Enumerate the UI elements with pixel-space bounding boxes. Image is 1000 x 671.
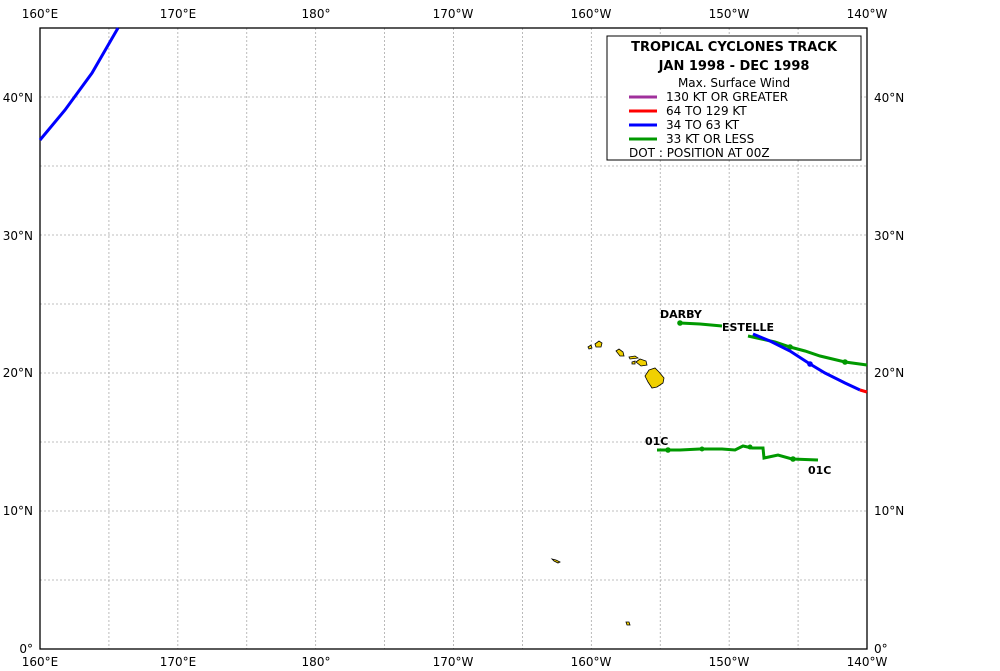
lat-label: 30°N xyxy=(874,229,904,243)
lon-label: 150°W xyxy=(709,655,750,669)
track-dot xyxy=(842,359,848,365)
lon-labels-top: 160°E 170°E 180° 170°W 160°W 150°W 140°W xyxy=(22,7,888,21)
lat-label: 20°N xyxy=(874,366,904,380)
lat-label: 0° xyxy=(19,642,33,656)
island-maui xyxy=(635,358,648,367)
track-segment-34-63kt xyxy=(38,27,120,141)
lat-label: 0° xyxy=(874,642,888,656)
island-kiritimati xyxy=(625,621,631,626)
track-dot xyxy=(665,447,671,453)
lon-label: 170°E xyxy=(160,7,197,21)
storm-label-01c-start: 01C xyxy=(645,435,668,448)
island-kauai xyxy=(594,340,603,348)
legend: TROPICAL CYCLONES TRACK JAN 1998 - DEC 1… xyxy=(606,35,862,161)
track-estelle-hurricane xyxy=(859,388,868,394)
lat-label: 20°N xyxy=(3,366,33,380)
island-lanai xyxy=(631,360,636,365)
island-oahu xyxy=(615,348,625,357)
lat-labels-left: 0° 10°N 20°N 30°N 40°N xyxy=(3,91,33,656)
storm-label-estelle: ESTELLE xyxy=(722,321,774,334)
legend-item-label: 64 TO 129 KT xyxy=(666,104,747,118)
lon-label: 140°W xyxy=(847,7,888,21)
track-dot xyxy=(747,444,753,450)
lon-label: 160°E xyxy=(22,7,59,21)
storm-label-darby: DARBY xyxy=(660,308,703,321)
lon-label: 160°W xyxy=(571,655,612,669)
island-big-island xyxy=(644,367,665,389)
legend-item-label: 33 KT OR LESS xyxy=(666,132,754,146)
graticule-grid xyxy=(40,28,867,649)
storm-label-01c-end: 01C xyxy=(808,464,831,477)
track-dot xyxy=(790,456,796,462)
lat-labels-right: 0° 10°N 20°N 30°N 40°N xyxy=(874,91,904,656)
lon-label: 160°E xyxy=(22,655,59,669)
track-darby xyxy=(679,321,723,328)
legend-period: JAN 1998 - DEC 1998 xyxy=(658,59,810,74)
lon-label: 150°W xyxy=(709,7,750,21)
track-dot xyxy=(787,344,793,350)
lat-label: 40°N xyxy=(874,91,904,105)
hawaiian-islands xyxy=(587,340,665,389)
lat-label: 10°N xyxy=(874,504,904,518)
lat-label: 10°N xyxy=(3,504,33,518)
track-dot xyxy=(807,361,813,367)
legend-dot-note: DOT : POSITION AT 00Z xyxy=(629,146,770,160)
map-frame xyxy=(39,27,868,650)
island-molokai xyxy=(628,355,640,360)
lon-label: 170°W xyxy=(433,7,474,21)
legend-item-label: 130 KT OR GREATER xyxy=(666,90,788,104)
lat-label: 40°N xyxy=(3,91,33,105)
track-dot xyxy=(699,446,705,452)
legend-item-label: 34 TO 63 KT xyxy=(666,118,740,132)
lon-label: 170°W xyxy=(433,655,474,669)
lon-label: 180° xyxy=(302,655,331,669)
lon-labels-bottom: 160°E 170°E 180° 170°W 160°W 150°W 140°W xyxy=(22,655,888,669)
track-dot xyxy=(677,320,683,326)
island-niihau xyxy=(587,344,593,350)
island-palmyra xyxy=(550,558,561,564)
lon-label: 140°W xyxy=(847,655,888,669)
lon-label: 180° xyxy=(302,7,331,21)
lat-label: 30°N xyxy=(3,229,33,243)
legend-title: TROPICAL CYCLONES TRACK xyxy=(631,40,838,55)
legend-subtitle: Max. Surface Wind xyxy=(678,76,790,90)
lon-label: 160°W xyxy=(571,7,612,21)
lon-label: 170°E xyxy=(160,655,197,669)
